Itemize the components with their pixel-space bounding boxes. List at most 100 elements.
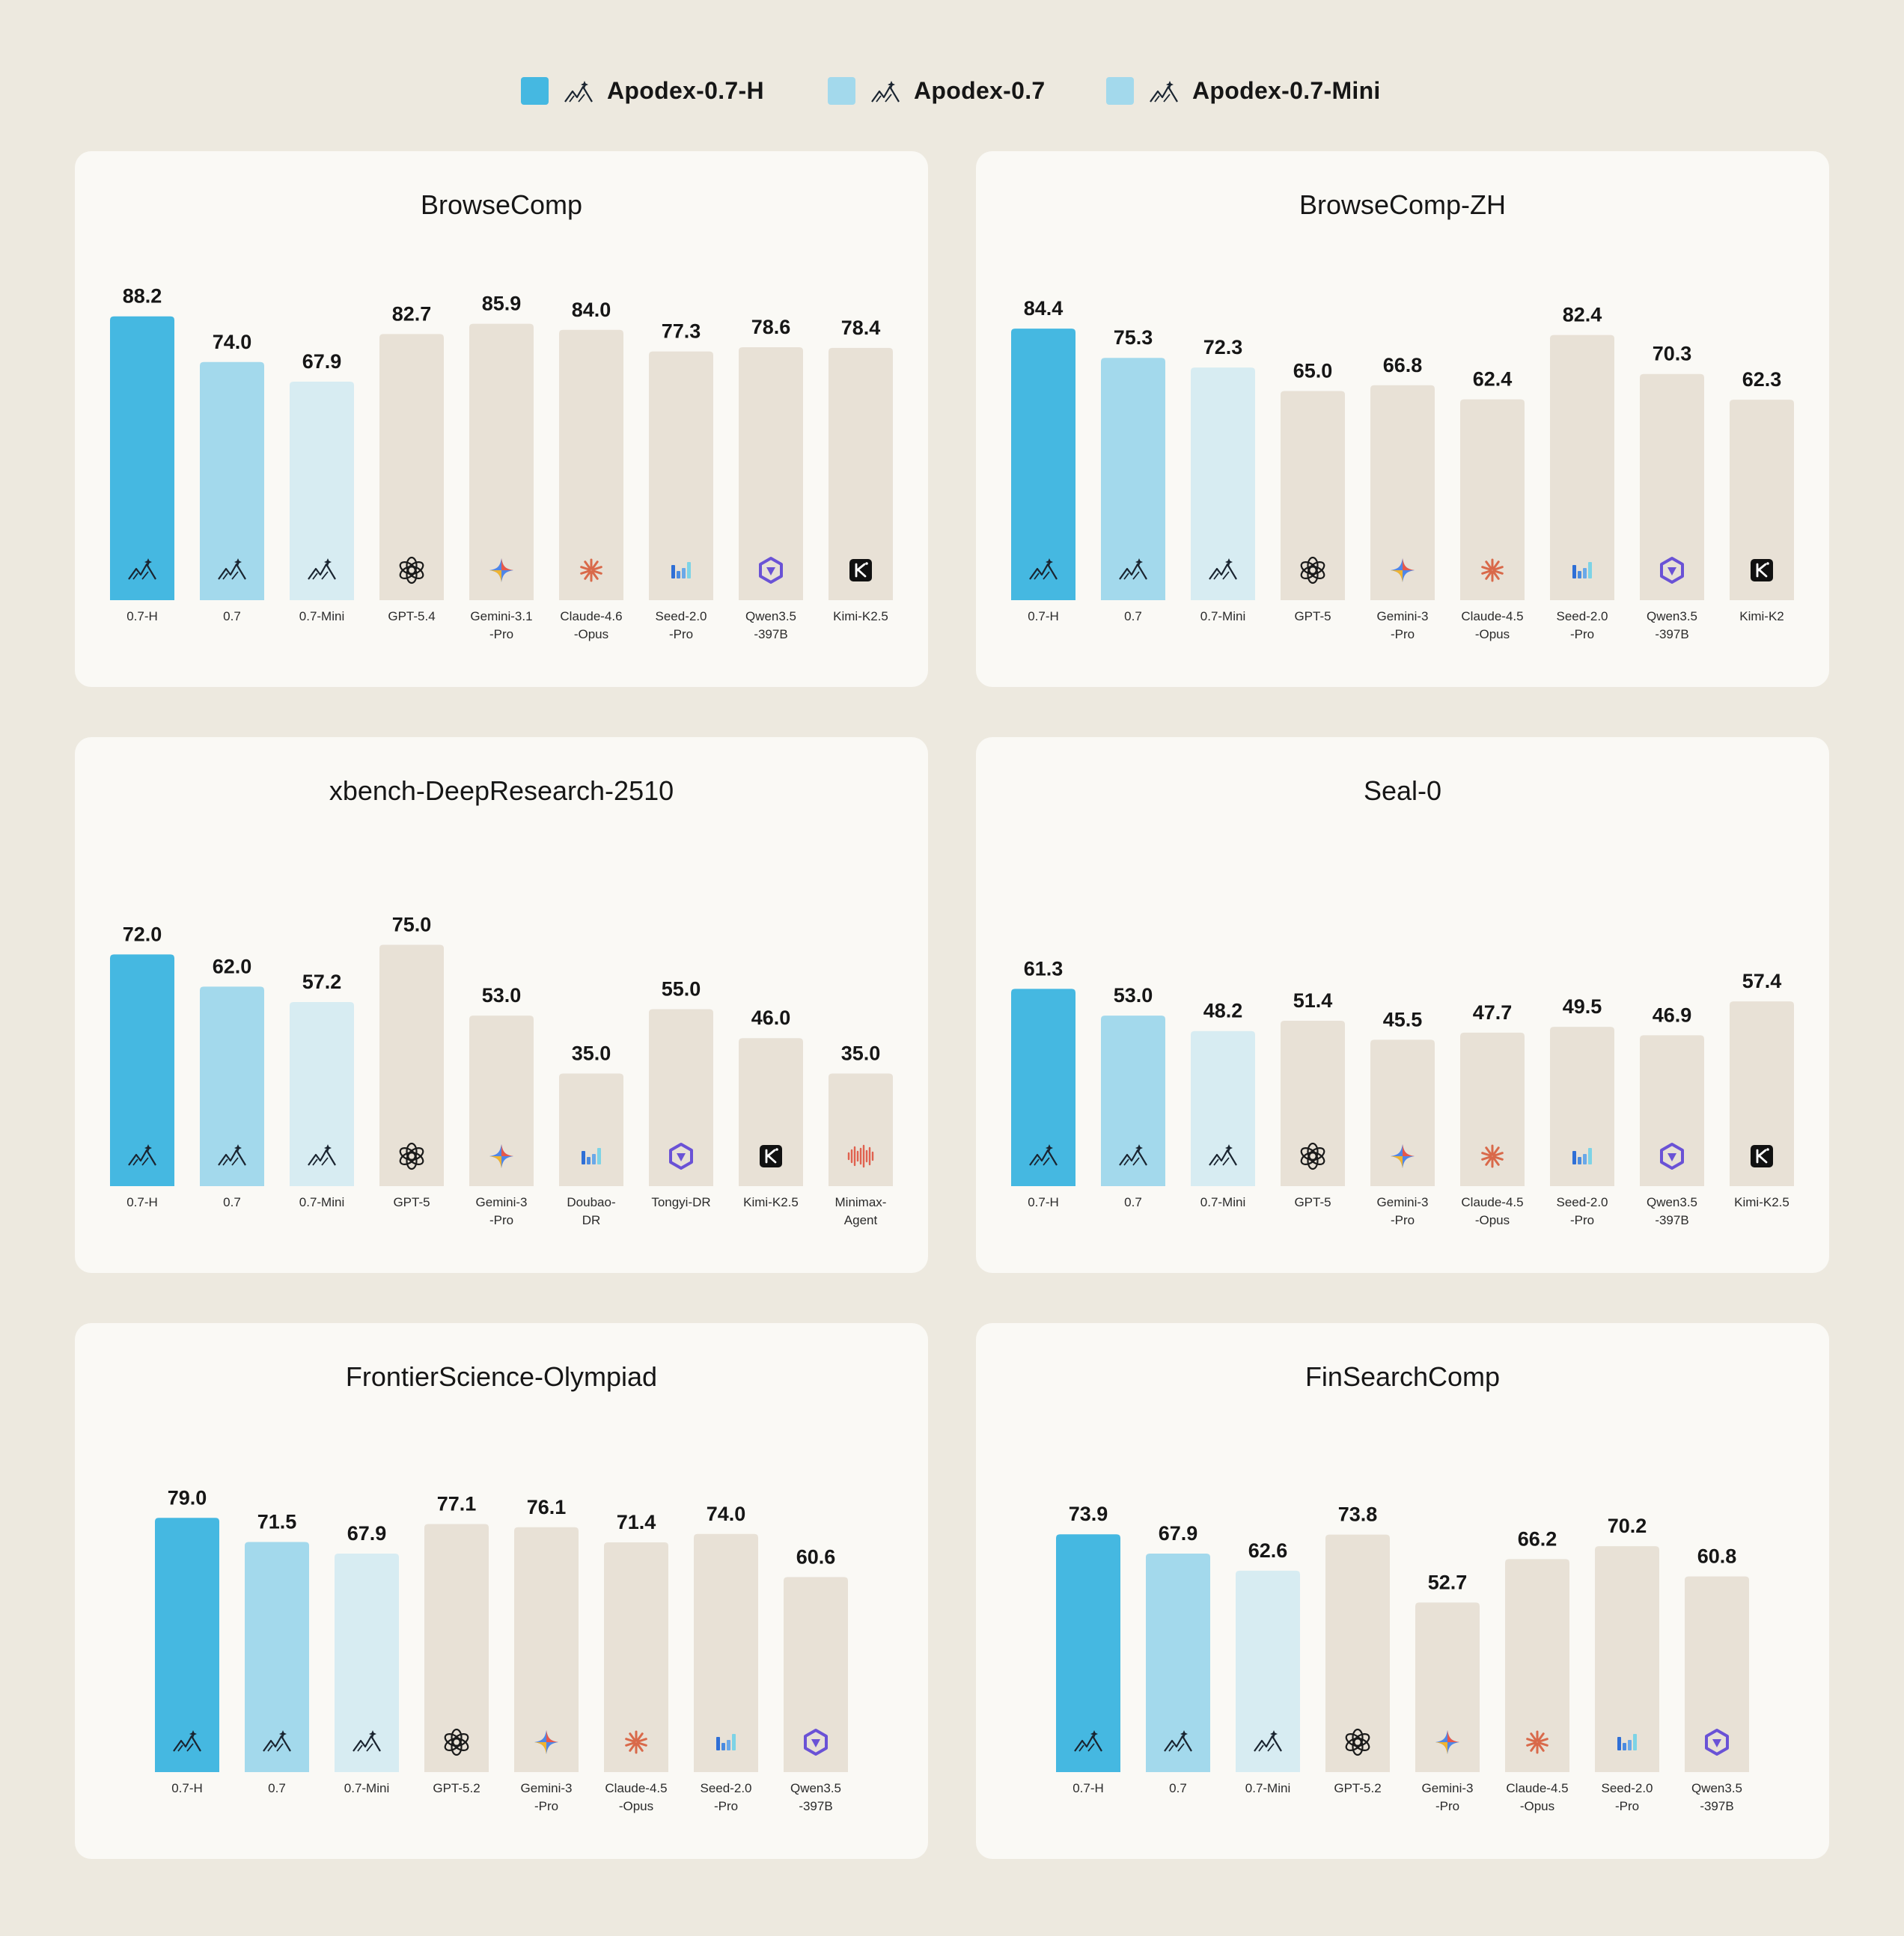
data-label: 62.4	[1473, 368, 1513, 391]
bar	[469, 323, 534, 600]
category-label: -Pro	[1391, 1213, 1415, 1227]
data-label: 70.3	[1653, 343, 1692, 365]
bar	[1460, 1032, 1525, 1186]
category-label: Gemini-3.1	[470, 609, 532, 623]
category-label: Kimi-K2.5	[1734, 1195, 1789, 1209]
gemini-icon	[1391, 1144, 1415, 1168]
data-label: 45.5	[1383, 1008, 1423, 1030]
apodex-icon	[218, 558, 246, 580]
bar	[1370, 385, 1435, 600]
legend-swatch-base	[828, 76, 855, 105]
data-label: 46.0	[751, 1007, 791, 1029]
bar	[784, 1577, 848, 1772]
bar	[1640, 373, 1704, 600]
chart-title: BrowseComp-ZH	[1299, 189, 1506, 220]
data-label: 67.9	[302, 350, 342, 373]
apodex-icon	[128, 1144, 156, 1166]
legend-label-base: Apodex-0.7	[914, 76, 1046, 104]
bar	[1146, 1554, 1210, 1772]
data-label: 71.4	[617, 1511, 656, 1533]
category-label: -Opus	[1475, 627, 1510, 641]
apodex-icon	[1029, 558, 1058, 580]
apodex-icon	[1164, 1730, 1192, 1752]
data-label: 47.7	[1473, 1001, 1513, 1024]
bar	[1281, 391, 1345, 600]
category-label: Kimi-K2.5	[833, 609, 888, 623]
claude-icon	[1481, 558, 1504, 582]
seed-icon	[671, 562, 691, 578]
data-label: 74.0	[707, 1503, 746, 1525]
category-label: 0.7-Mini	[344, 1781, 389, 1795]
legend-swatch-h	[521, 76, 549, 105]
apodex-icon	[128, 558, 156, 580]
bar-chart-frontierscience: FrontierScience-Olympiad 79.0 0.7-H 71.5 0.7…	[155, 1361, 848, 1813]
category-label: GPT-5.4	[388, 609, 435, 623]
apodex-icon	[308, 558, 336, 580]
apodex-icon	[353, 1730, 381, 1752]
bar	[1101, 1016, 1165, 1186]
chart-panel-frontierscience: FrontierScience-Olympiad 79.0 0.7-H 71.5 0.7…	[75, 1323, 928, 1859]
category-label: Qwen3.5	[1691, 1781, 1742, 1795]
data-label: 48.2	[1203, 1000, 1243, 1022]
apodex-icon	[1209, 558, 1237, 580]
category-label: GPT-5.2	[1334, 1781, 1381, 1795]
apodex-logo-icon	[871, 81, 900, 103]
category-label: -397B	[1700, 1799, 1733, 1813]
apodex-icon	[173, 1730, 201, 1752]
category-label: Claude-4.5	[1506, 1781, 1568, 1795]
claude-icon	[1481, 1144, 1504, 1168]
category-label: DR	[582, 1213, 601, 1227]
category-label: 0.7-H	[1072, 1781, 1104, 1795]
minimax-icon	[847, 1144, 874, 1168]
category-label: Gemini-3	[476, 1195, 528, 1209]
qwen-icon	[1705, 1729, 1729, 1756]
category-label: GPT-5	[393, 1195, 430, 1209]
gemini-icon	[1391, 558, 1415, 582]
category-label: 0.7-Mini	[299, 1195, 344, 1209]
category-label: -Pro	[1391, 627, 1415, 641]
legend-item-mini: Apodex-0.7-Mini	[1106, 75, 1381, 106]
category-label: Kimi-K2	[1739, 609, 1784, 623]
category-label: Seed-2.0	[701, 1781, 752, 1795]
data-label: 60.8	[1697, 1545, 1737, 1568]
data-label: 49.5	[1563, 995, 1602, 1018]
chart-panel-seal-0: Seal-0 61.3 0.7-H 53.0 0.7 48.2 0.7-Mini 51.4 GP…	[976, 737, 1829, 1273]
category-label: -Opus	[574, 627, 608, 641]
category-label: Gemini-3	[1377, 609, 1429, 623]
bar	[1415, 1602, 1480, 1772]
seed-icon	[1617, 1734, 1637, 1750]
category-label: -Pro	[669, 627, 693, 641]
qwen-icon	[1660, 557, 1684, 584]
category-label: -Opus	[1520, 1799, 1554, 1813]
bar	[1370, 1039, 1435, 1186]
category-label: -397B	[754, 627, 787, 641]
apodex-icon	[1119, 1144, 1147, 1166]
category-label: Agent	[844, 1213, 878, 1227]
bar	[1191, 1030, 1255, 1186]
bar	[649, 351, 713, 600]
category-label: -397B	[1655, 1213, 1688, 1227]
category-label: Tongyi-DR	[651, 1195, 710, 1209]
data-label: 67.9	[1159, 1522, 1198, 1545]
bar	[694, 1533, 758, 1772]
qwen-icon	[759, 557, 783, 584]
category-label: Gemini-3	[521, 1781, 573, 1795]
data-label: 74.0	[213, 331, 252, 353]
category-label: 0.7-Mini	[299, 609, 344, 623]
data-label: 78.4	[841, 317, 881, 339]
category-label: Claude-4.5	[1461, 609, 1523, 623]
category-label: Seed-2.0	[1557, 1195, 1608, 1209]
apodex-logo-icon	[564, 81, 593, 103]
data-label: 78.6	[751, 316, 791, 338]
category-label: Qwen3.5	[745, 609, 796, 623]
category-label: Claude-4.5	[1461, 1195, 1523, 1209]
category-label: -Opus	[1475, 1213, 1510, 1227]
category-label: Gemini-3	[1377, 1195, 1429, 1209]
bar	[739, 1038, 803, 1186]
category-label: Qwen3.5	[1647, 1195, 1697, 1209]
category-label: 0.7-H	[1028, 609, 1059, 623]
category-label: 0.7-Mini	[1200, 1195, 1245, 1209]
data-label: 62.0	[213, 955, 252, 977]
bar	[379, 944, 444, 1186]
seed-icon	[1572, 562, 1592, 578]
